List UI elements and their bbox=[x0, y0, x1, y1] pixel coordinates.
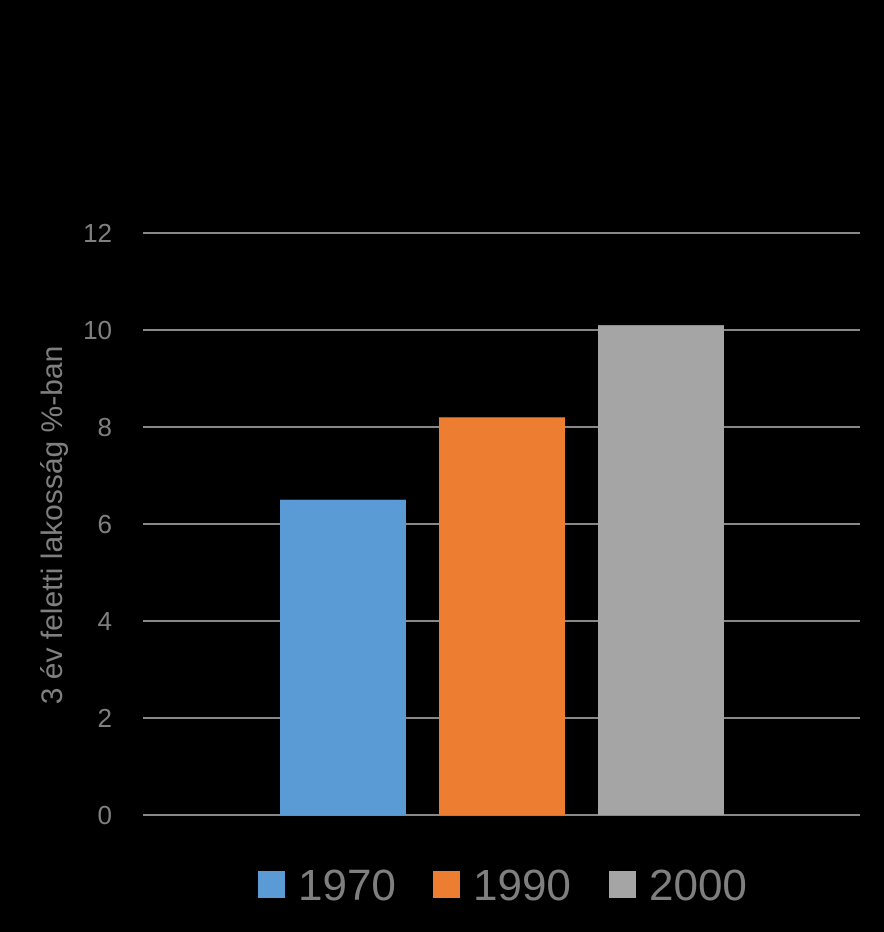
legend-item-1970: 1970 bbox=[258, 861, 396, 910]
legend-item-1990: 1990 bbox=[433, 861, 571, 910]
bar-1970 bbox=[280, 499, 406, 815]
y-axis-label: 3 év feletti lakosság %-ban bbox=[36, 346, 69, 705]
bar-1990 bbox=[439, 417, 565, 815]
y-tick-label: 10 bbox=[83, 315, 112, 345]
bar-2000 bbox=[598, 325, 724, 815]
y-tick-label: 8 bbox=[98, 412, 112, 442]
legend: 1970 1990 2000 bbox=[258, 861, 747, 910]
y-tick-label: 2 bbox=[98, 703, 112, 733]
legend-swatch bbox=[433, 871, 460, 898]
legend-label: 1970 bbox=[298, 861, 396, 910]
y-tick-label: 4 bbox=[98, 606, 112, 636]
legend-label: 2000 bbox=[649, 861, 747, 910]
y-tick-label: 0 bbox=[98, 800, 112, 830]
legend-item-2000: 2000 bbox=[609, 861, 747, 910]
legend-swatch bbox=[609, 871, 636, 898]
legend-label: 1990 bbox=[473, 861, 571, 910]
y-axis-ticks: 0 2 4 6 8 10 12 bbox=[83, 218, 112, 830]
y-tick-label: 6 bbox=[98, 509, 112, 539]
y-tick-label: 12 bbox=[83, 218, 112, 248]
legend-swatch bbox=[258, 871, 285, 898]
bars bbox=[280, 325, 724, 815]
